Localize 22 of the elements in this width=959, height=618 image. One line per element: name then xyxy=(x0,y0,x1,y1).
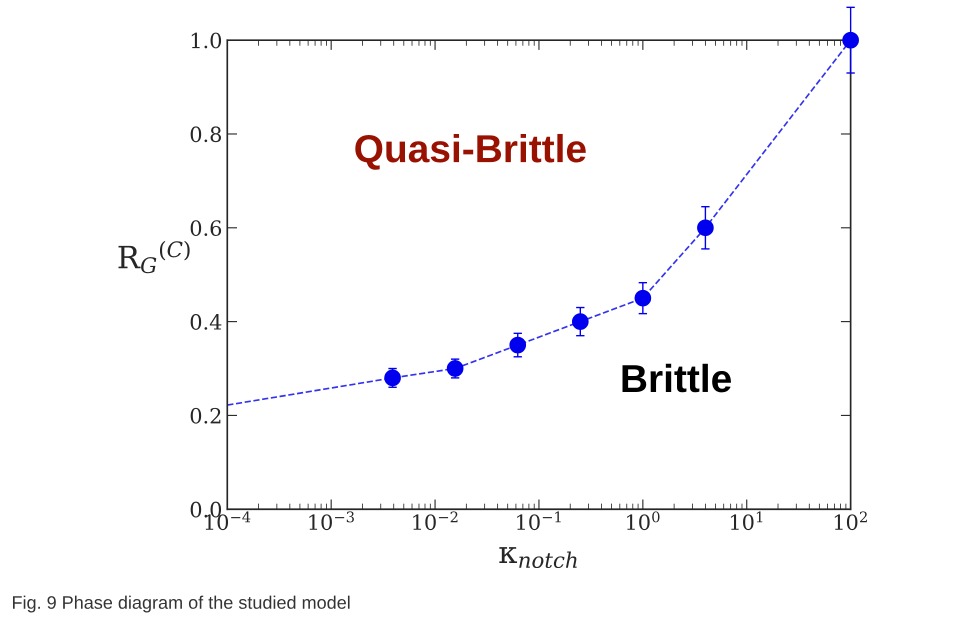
y-tick-label: 1.0 xyxy=(192,32,222,48)
annotation: Brittle xyxy=(622,364,731,392)
y-tick-label: 0.6 xyxy=(190,220,222,236)
caption: Fig. 9 Phase diagram of the studied model xyxy=(12,596,350,612)
point xyxy=(446,360,464,377)
x-axis-title: κ$_{notch}$ xyxy=(499,547,577,568)
x-tick-label: 10$^{−2}$ xyxy=(413,511,458,530)
x-tick-label: 10$^{−3}$ xyxy=(309,511,354,530)
y-tick-label: 0.8 xyxy=(190,126,222,142)
x-tick-label: 10$^{2}$ xyxy=(834,511,867,530)
x-tick-label: 10$^{0}$ xyxy=(627,511,660,530)
point xyxy=(572,313,589,330)
point xyxy=(634,290,652,306)
y-tick-label: 0.2 xyxy=(190,408,220,424)
y-axis-title: R$_{G}$$^{(C)}$ xyxy=(118,240,190,274)
point xyxy=(697,219,714,236)
x-tick-label: 10$^{1}$ xyxy=(730,511,762,530)
y-tick-label: 0.4 xyxy=(190,314,222,330)
x-tick-label: 10$^{−1}$ xyxy=(517,511,561,530)
point xyxy=(384,370,401,386)
annotation: Quasi-Brittle xyxy=(355,134,586,170)
point xyxy=(509,336,526,354)
